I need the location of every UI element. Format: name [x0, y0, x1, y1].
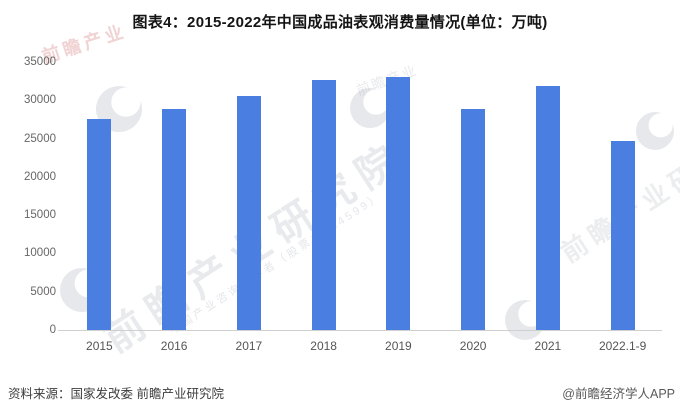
y-tick-label: 15000: [24, 209, 56, 222]
x-axis-line: [58, 330, 662, 331]
bar-2016: [162, 108, 187, 330]
y-tick-label: 0: [49, 324, 56, 336]
x-tick-label: 2020: [459, 339, 487, 353]
y-tick-label: 30000: [24, 94, 56, 107]
bar-2019: [386, 77, 411, 330]
x-tick-label: 2018: [310, 339, 337, 353]
bar-2015: [87, 119, 112, 330]
y-tick-label: 5000: [30, 285, 56, 298]
x-tick-label: 2017: [235, 339, 263, 353]
x-tick-label: 2019: [385, 339, 412, 353]
bar-2020: [461, 108, 486, 330]
chart-title: 图表4：2015-2022年中国成品油表观消费量情况(单位：万吨): [132, 14, 548, 31]
y-tick-label: 10000: [24, 247, 56, 260]
x-tick-label: 2021: [534, 339, 562, 353]
bar-2021: [535, 85, 560, 330]
x-tick-label: 2022.1-9: [598, 339, 647, 353]
bar-2017: [236, 95, 261, 330]
y-tick-label: 25000: [24, 132, 56, 145]
x-tick-label: 2015: [86, 339, 113, 353]
credit-note: @前瞻经济学人APP: [562, 387, 675, 401]
source-note: 资料来源：国家发改委 前瞻产业研究院: [8, 387, 224, 401]
bar-2022.1-9: [610, 140, 635, 330]
bar-2018: [311, 80, 336, 330]
x-tick-label: 2016: [160, 339, 188, 353]
y-tick-label: 35000: [24, 56, 56, 68]
y-tick-label: 20000: [24, 170, 56, 183]
